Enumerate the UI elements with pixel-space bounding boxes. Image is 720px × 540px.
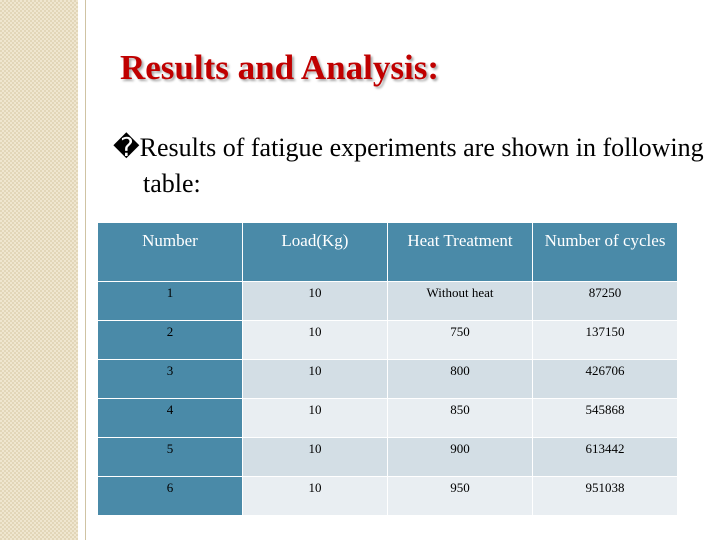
table-cell: 4	[97, 398, 243, 438]
header-row: Number Load(Kg) Heat Treatment Number of cy…	[97, 222, 678, 282]
results-table: Number Load(Kg) Heat Treatment Number of cy…	[97, 222, 678, 516]
table-cell: 1	[97, 281, 243, 321]
divider-line	[85, 0, 86, 540]
table-cell: 800	[386, 359, 534, 399]
table-cell: 850	[386, 398, 534, 438]
table-cell: 87250	[532, 281, 678, 321]
table-cell: 545868	[532, 398, 678, 438]
table-row: 6 10 950 951038	[97, 476, 678, 516]
table-cell: Without heat	[386, 281, 534, 321]
table-cell: 10	[241, 320, 388, 360]
table-cell: 613442	[532, 437, 678, 477]
table-cell: 10	[241, 359, 388, 399]
table-cell: 2	[97, 320, 243, 360]
table-cell: 10	[241, 398, 388, 438]
table-row: 3 10 800 426706	[97, 359, 678, 399]
table-cell: 10	[241, 437, 388, 477]
header-cell: Number	[97, 222, 243, 282]
table-cell: 10	[241, 281, 388, 321]
table-cell: 3	[97, 359, 243, 399]
table-cell: 750	[386, 320, 534, 360]
header-cell: Heat Treatment	[386, 222, 534, 282]
table-cell: 426706	[532, 359, 678, 399]
table-cell: 5	[97, 437, 243, 477]
header-cell: Load(Kg)	[241, 222, 388, 282]
slide-title: Results and Analysis:	[120, 48, 439, 87]
table-cell: 950	[386, 476, 534, 516]
table-cell: 137150	[532, 320, 678, 360]
table-row: 2 10 750 137150	[97, 320, 678, 360]
table-row: 4 10 850 545868	[97, 398, 678, 438]
table-cell: 900	[386, 437, 534, 477]
decorative-strip	[0, 0, 78, 540]
table-row: 1 10 Without heat 87250	[97, 281, 678, 321]
table-cell: 6	[97, 476, 243, 516]
table-row: 5 10 900 613442	[97, 437, 678, 477]
bullet-text: �Results of fatigue experiments are show…	[113, 133, 704, 198]
table-cell: 10	[241, 476, 388, 516]
table-body: 1 10 Without heat 87250 2 10 750 137150 3 10 800 42…	[97, 281, 678, 516]
header-cell: Number of cycles	[532, 222, 678, 282]
table-cell: 951038	[532, 476, 678, 516]
